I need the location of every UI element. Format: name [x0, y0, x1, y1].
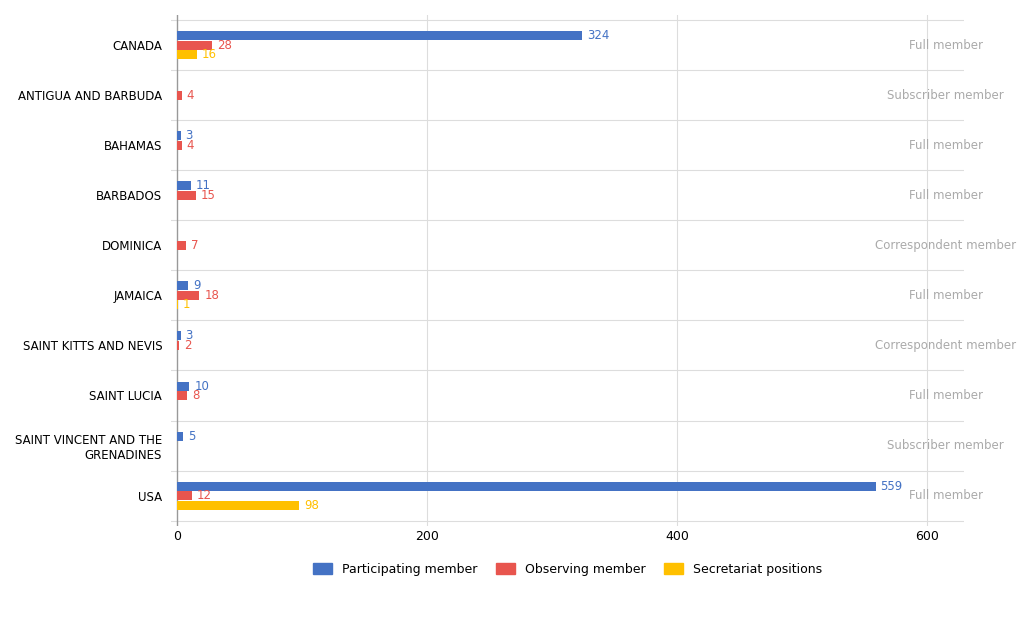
- Text: Full member: Full member: [908, 489, 983, 502]
- Text: 5: 5: [188, 429, 196, 443]
- Bar: [177, 291, 199, 300]
- Text: Full member: Full member: [908, 189, 983, 202]
- Text: 28: 28: [217, 38, 232, 52]
- Text: 15: 15: [201, 189, 215, 202]
- Text: Subscriber member: Subscriber member: [888, 439, 1004, 452]
- Text: 3: 3: [186, 329, 193, 343]
- Bar: [177, 391, 187, 400]
- Text: 18: 18: [204, 289, 220, 302]
- Bar: [177, 431, 184, 441]
- Legend: Participating member, Observing member, Secretariat positions: Participating member, Observing member, …: [308, 558, 827, 581]
- Text: 3: 3: [186, 130, 193, 142]
- Text: 559: 559: [880, 480, 903, 493]
- Text: 4: 4: [187, 89, 194, 101]
- Bar: [177, 281, 188, 290]
- Text: Correspondent member: Correspondent member: [875, 339, 1017, 352]
- Bar: [177, 501, 299, 510]
- Text: 1: 1: [184, 299, 191, 311]
- Text: Full member: Full member: [908, 138, 983, 152]
- Text: 7: 7: [191, 239, 198, 252]
- Text: Full member: Full member: [908, 389, 983, 402]
- Text: Subscriber member: Subscriber member: [888, 89, 1004, 101]
- Bar: [177, 491, 192, 500]
- Text: 11: 11: [196, 179, 210, 192]
- Text: 98: 98: [304, 498, 320, 512]
- Text: 12: 12: [197, 489, 211, 502]
- Bar: [177, 241, 186, 250]
- Bar: [177, 50, 197, 59]
- Text: Correspondent member: Correspondent member: [875, 239, 1017, 252]
- Text: Full member: Full member: [908, 289, 983, 302]
- Text: 2: 2: [185, 339, 192, 352]
- Bar: [177, 482, 875, 491]
- Bar: [177, 131, 180, 140]
- Bar: [177, 191, 196, 200]
- Text: 4: 4: [187, 138, 194, 152]
- Text: 16: 16: [202, 48, 217, 61]
- Text: 8: 8: [192, 389, 199, 402]
- Bar: [177, 341, 179, 350]
- Bar: [177, 332, 180, 341]
- Bar: [177, 300, 178, 309]
- Text: 10: 10: [194, 380, 209, 392]
- Bar: [177, 31, 581, 40]
- Bar: [177, 41, 211, 50]
- Text: 324: 324: [587, 29, 609, 42]
- Bar: [177, 91, 181, 100]
- Text: Full member: Full member: [908, 38, 983, 52]
- Bar: [177, 140, 181, 150]
- Bar: [177, 181, 191, 190]
- Bar: [177, 382, 190, 390]
- Text: 9: 9: [193, 279, 201, 292]
